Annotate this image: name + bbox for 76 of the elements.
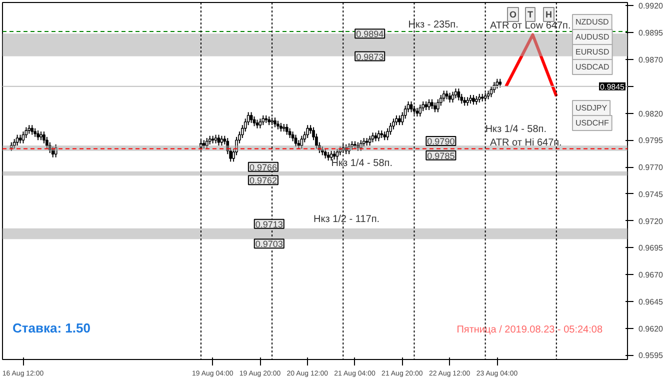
candlestick [300,135,304,150]
y-tick-label: 0.9670 [638,270,664,280]
annotation: Нкз 1/2 - 117п. [314,214,380,226]
annotation: NZDUSD [576,18,610,26]
annotation: EURUSD [576,48,610,56]
candlestick [250,112,253,124]
candlestick [220,135,224,146]
annotation: H [546,10,552,20]
candlestick [430,98,434,110]
y-tick-label: 0.9720 [638,216,664,226]
candlestick [42,131,46,144]
annotation: T [528,10,534,20]
candlestick [294,134,298,148]
candlestick [434,102,436,113]
candlestick [36,130,40,141]
candlestick [306,124,310,138]
candlestick [258,118,262,129]
candlestick [377,130,380,142]
candlestick [252,116,256,127]
y-tick-label: 0.9620 [638,324,664,334]
y-tick-label: 0.9770 [638,163,664,172]
ref-line-label: 0.9845 [600,82,626,92]
annotation: O [510,10,517,20]
candlestick [54,144,58,158]
y-tick-label: 0.9920 [638,2,664,11]
candlestick [472,94,475,106]
y-tick-label: 0.9695 [638,244,664,253]
annotation: 0.9762 [249,176,277,186]
annotation: Нкз 1/4 - 58п. [485,124,547,135]
y-tick-label: 0.9820 [638,109,664,118]
candlestick [30,124,34,136]
annotation: Нкз - 235п. [408,19,458,30]
candlestick [496,78,499,90]
candlestick [359,140,362,152]
annotation: Ставка: 1.50 [12,320,90,336]
candlestick [330,150,333,162]
candlestick [288,128,292,138]
candlestick [395,114,398,126]
candlestick [418,104,422,117]
y-tick-label: 0.9745 [638,190,664,199]
candlestick [454,88,458,99]
ref-line-label: ATR от Low 647п. [490,20,571,32]
candlestick [285,124,288,136]
candlestick [324,148,327,159]
annotation: USDCHF [576,118,609,128]
candlestick [205,137,208,150]
candlestick [398,114,401,126]
candlestick [442,90,446,102]
annotation: 0.9785 [427,150,455,161]
annotation: 0.9894 [356,29,384,40]
candlestick [371,132,374,143]
candlestick [457,88,460,101]
annotation: 0.9873 [356,52,384,62]
annotation: 0.9766 [249,162,277,172]
annotation: 0.9703 [255,239,283,250]
candlestick [428,98,430,111]
y-tick-label: 0.9895 [638,28,664,38]
candlestick [490,86,493,98]
y-tick-label: 0.9795 [638,136,664,146]
annotation: 0.9790 [427,136,455,147]
y-tick-label: 0.9870 [638,55,664,64]
y-tick-label: 0.9645 [638,297,664,306]
candlestick [436,98,440,113]
annotation: AUDUSD [576,32,610,42]
annotation: Пятница / 2019.08.23 - 05:24:08 [456,324,603,336]
candlestick [368,135,372,146]
candlestick [448,92,452,104]
annotation: Нкз 1/4 - 58п. [331,158,392,170]
y-tick-label: 0.9595 [638,351,664,360]
annotation: USDCAD [576,62,610,72]
annotation: 0.9713 [255,219,283,230]
candlestick [51,146,54,158]
annotation: USDJPY [576,104,608,112]
candlestick [12,138,16,150]
ref-line-label: ATR от Hi 647п. [490,138,562,149]
candlestick [262,114,265,126]
